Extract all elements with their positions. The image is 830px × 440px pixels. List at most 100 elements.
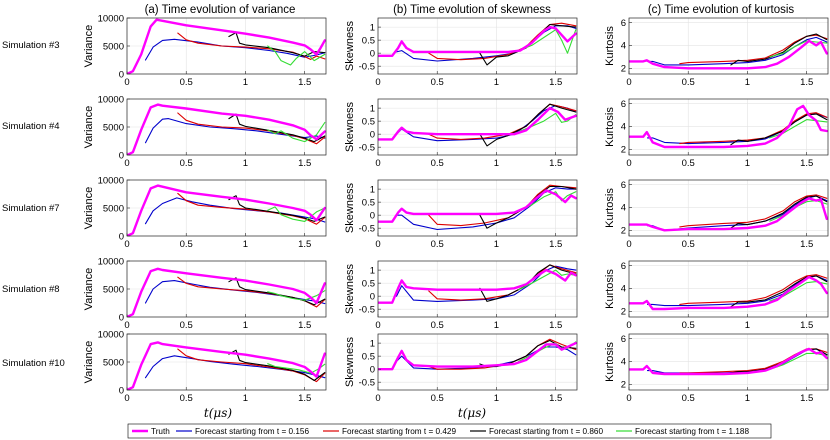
- x-tick-label: 0: [626, 393, 631, 404]
- series-line-f1188: [267, 45, 326, 66]
- y-tick-label: 0: [370, 364, 375, 375]
- y-tick-label: 0: [370, 48, 375, 59]
- x-tick-label: 0: [124, 158, 129, 169]
- series-line-truth: [127, 103, 326, 155]
- y-tick-label: 2: [621, 307, 626, 318]
- x-tick-label: 0.5: [180, 77, 193, 88]
- y-tick-label: 4: [621, 357, 626, 368]
- series-group: [629, 104, 828, 149]
- y-tick-label: 6: [621, 180, 626, 191]
- x-tick-label: 1: [745, 158, 750, 169]
- y-tick-label: 5000: [103, 357, 124, 368]
- y-tick-label: 10000: [98, 13, 124, 24]
- series-line-f0156: [144, 355, 326, 379]
- series-line-truth: [378, 341, 577, 371]
- y-tick-label: 2: [621, 145, 626, 156]
- ylabel-variance: Variance: [83, 25, 95, 68]
- y-tick-label: -0.5: [359, 223, 375, 234]
- series-line-f0429: [177, 112, 326, 145]
- y-tick-label: 0: [370, 291, 375, 302]
- series-line-f0156: [395, 187, 577, 231]
- series-line-f1188: [518, 191, 577, 212]
- series-line-f0429: [177, 192, 326, 225]
- y-tick-label: 2: [621, 380, 626, 391]
- x-tick-label: 1: [745, 239, 750, 250]
- ylabel-skewness: Skewness: [344, 263, 356, 314]
- x-tick-label: 1.5: [298, 239, 311, 250]
- plot-frame: [628, 333, 829, 391]
- plot-frame: [628, 260, 829, 318]
- x-tick-label: 1.5: [298, 77, 311, 88]
- x-tick-label: 1.5: [549, 158, 562, 169]
- series-line-truth: [378, 25, 577, 57]
- x-tick-label: 0: [124, 77, 129, 88]
- y-tick-label: 10000: [98, 256, 124, 267]
- series-line-truth: [127, 18, 326, 74]
- y-tick-label: 6: [621, 18, 626, 29]
- series-line-truth: [127, 341, 326, 390]
- x-tick-label: 0: [375, 393, 380, 404]
- x-tick-label: 1.5: [549, 77, 562, 88]
- series-line-f0429: [679, 194, 828, 228]
- y-tick-label: 2: [621, 64, 626, 75]
- legend-label-f0156: Forecast starting from t = 0.156: [195, 427, 309, 436]
- x-tick-label: 1: [494, 320, 499, 331]
- x-tick-label: 0.5: [682, 320, 695, 331]
- ylabel-kurtosis: Kurtosis: [604, 26, 616, 66]
- series-line-f0156: [646, 36, 828, 66]
- plot-area: [378, 99, 577, 155]
- series-group: [378, 22, 577, 66]
- series-line-truth: [378, 106, 577, 141]
- row-label-sim8: Simulation #8: [2, 284, 60, 295]
- ylabel-kurtosis: Kurtosis: [604, 107, 616, 147]
- x-tick-label: 1.5: [800, 158, 813, 169]
- ylabel-kurtosis: Kurtosis: [604, 188, 616, 228]
- x-tick-label: 0.5: [431, 77, 444, 88]
- series-line-f0429: [679, 274, 828, 305]
- series-line-truth: [629, 197, 828, 232]
- x-tick-label: 0.5: [431, 239, 444, 250]
- ylabel-kurtosis: Kurtosis: [604, 342, 616, 382]
- series-group: [127, 267, 326, 317]
- x-tick-label: 0: [626, 320, 631, 331]
- y-tick-label: 0: [119, 231, 124, 242]
- y-tick-label: 5000: [103, 284, 124, 295]
- x-tick-label: 1: [494, 393, 499, 404]
- x-tick-label: 1: [745, 393, 750, 404]
- y-tick-label: 1: [370, 103, 375, 114]
- series-line-f1188: [267, 206, 326, 222]
- series-line-f0860: [730, 195, 828, 229]
- x-tick-label: 1: [745, 77, 750, 88]
- panel-kurtosis-row-3: 0 0.5 1 1.5 2 4 6 Kurtosis: [604, 179, 829, 250]
- x-tick-label: 1.5: [800, 393, 813, 404]
- y-tick-label: 5000: [103, 122, 124, 133]
- series-line-f0860: [730, 33, 828, 66]
- y-tick-label: 1: [370, 22, 375, 33]
- series-line-f0429: [177, 276, 326, 308]
- y-tick-label: -0.5: [359, 61, 375, 72]
- x-tick-label: 1: [494, 77, 499, 88]
- xlabel-skewness: t(μs): [458, 406, 486, 420]
- x-tick-label: 0: [375, 158, 380, 169]
- plot-frame: [377, 333, 578, 391]
- series-line-f1188: [267, 290, 326, 301]
- series-line-truth: [629, 347, 828, 376]
- y-tick-label: 0: [119, 312, 124, 323]
- series-line-f0860: [479, 103, 577, 147]
- y-tick-label: 6: [621, 334, 626, 345]
- row-label-sim4: Simulation #4: [2, 121, 60, 132]
- title-variance: (a) Time evolution of variance: [145, 4, 296, 16]
- x-tick-label: 0: [626, 158, 631, 169]
- y-tick-label: 4: [621, 284, 626, 295]
- series-line-f1188: [769, 40, 828, 58]
- y-tick-label: 0: [119, 69, 124, 80]
- series-line-truth: [378, 189, 577, 223]
- series-line-f1188: [267, 121, 326, 143]
- y-tick-label: 1: [370, 265, 375, 276]
